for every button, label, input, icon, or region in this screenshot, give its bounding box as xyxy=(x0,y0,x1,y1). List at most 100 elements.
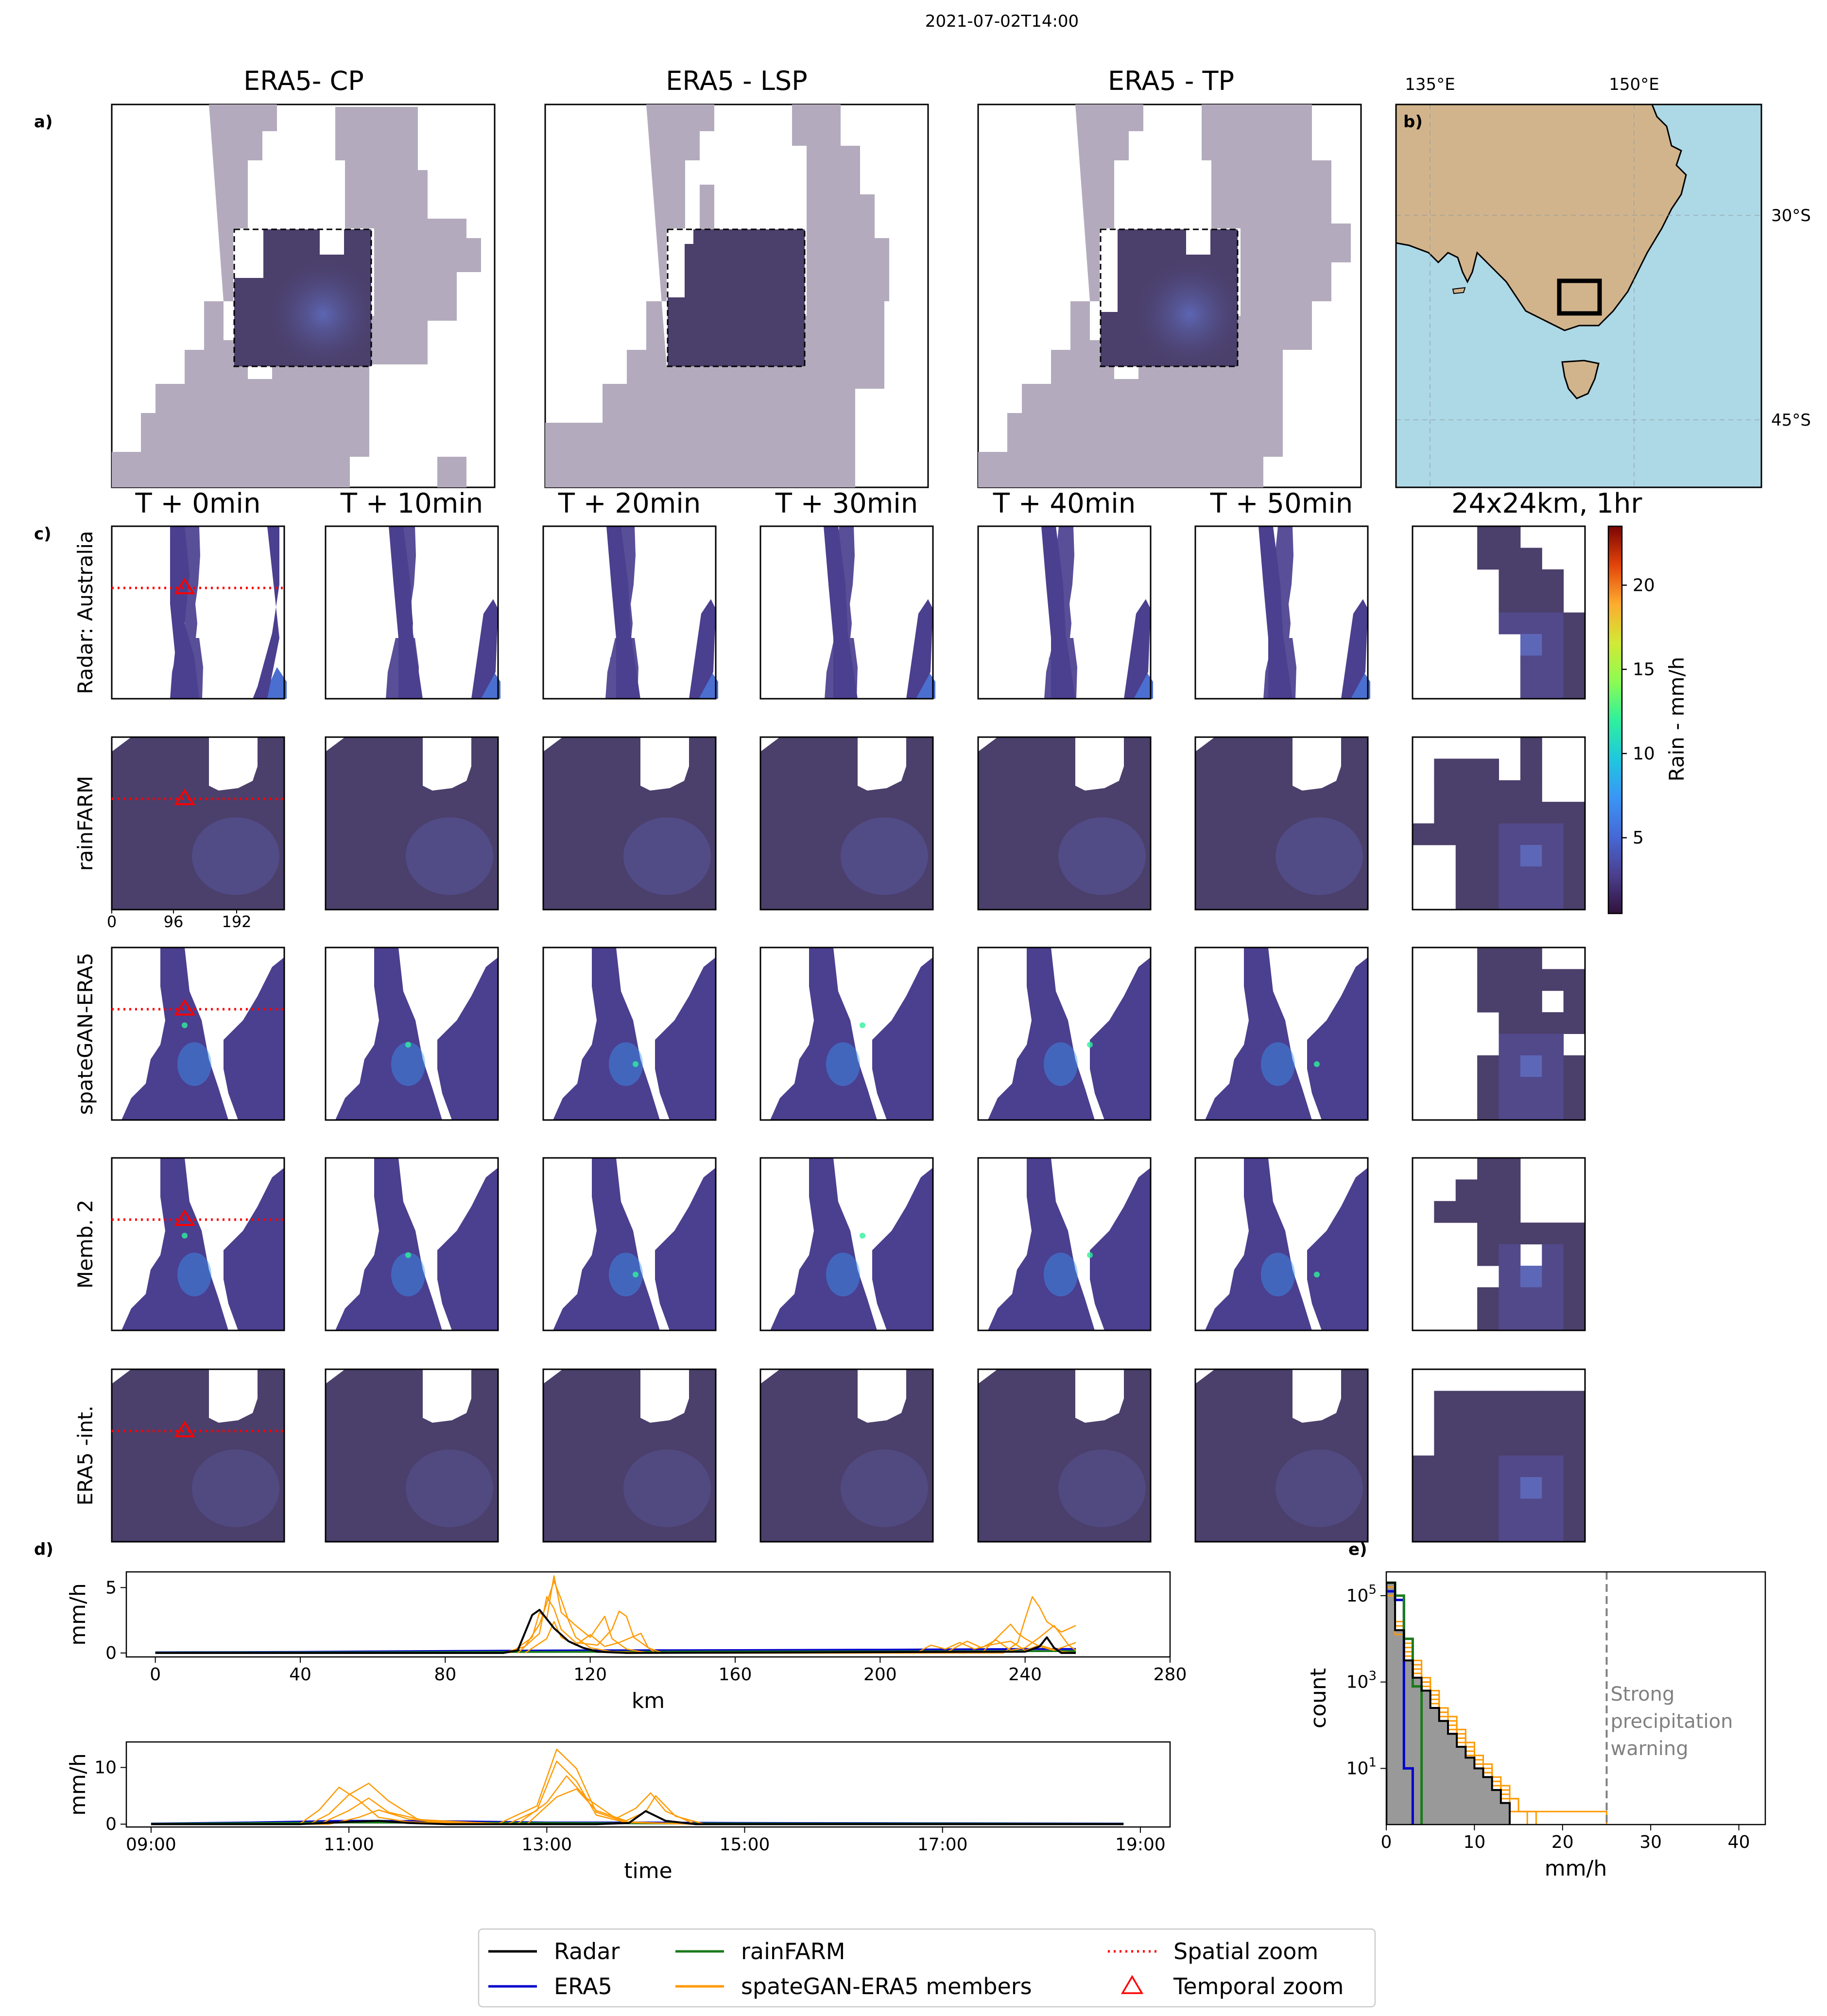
legend-label: ERA5 xyxy=(554,1973,612,1999)
zoom-region-rain xyxy=(668,229,805,366)
rain-core xyxy=(406,817,493,895)
small-map-frame xyxy=(1412,525,1586,700)
rain-core xyxy=(1058,1449,1146,1527)
zoom-pixel xyxy=(1520,737,1542,759)
panel-a-tp: ERA5 - TP xyxy=(977,66,1362,488)
zoom-pixel xyxy=(1542,802,1564,824)
zoom-gap xyxy=(1101,229,1118,312)
zoom-pixel xyxy=(1563,1287,1586,1310)
panel-a-title-cp: ERA5- CP xyxy=(243,66,364,96)
rain-cell-core xyxy=(391,1042,425,1086)
zoom-pixel xyxy=(1563,1477,1586,1499)
row-label: spateGAN-ERA5 xyxy=(73,953,97,1115)
rain-field-light xyxy=(545,104,889,487)
rain-core xyxy=(623,1449,711,1527)
zoom-pixel xyxy=(1563,866,1586,889)
zoom-pixel xyxy=(1455,802,1478,824)
small-map-frame xyxy=(325,1157,499,1331)
figure-title: 2021-07-02T14:00 xyxy=(925,12,1079,31)
zoom-pixel xyxy=(1499,866,1521,889)
zoom-pixel xyxy=(1542,677,1564,699)
rain-cell xyxy=(224,1168,284,1330)
small-map-frame xyxy=(111,525,285,700)
zoom-pixel xyxy=(1520,802,1542,824)
legend-label: Temporal zoom xyxy=(1173,1973,1344,1999)
zoom-pixel xyxy=(1520,969,1542,991)
zoom-gap xyxy=(685,229,693,244)
small-map-frame xyxy=(1412,947,1586,1121)
zoom-pixel xyxy=(1499,1077,1521,1099)
zoom-pixel xyxy=(1477,1244,1499,1266)
histogram-step xyxy=(1386,1590,1414,1825)
zoom-pixel xyxy=(1477,1391,1499,1413)
panel-c-grid: T + 0min T + 10min T + 20min T + 30min T + 4… xyxy=(73,488,1642,1543)
zoom-pixel xyxy=(1520,758,1542,781)
zoom-pixel xyxy=(1563,1223,1586,1244)
zoom-pixel xyxy=(1477,548,1499,570)
rain-cell-peak xyxy=(1314,1272,1320,1277)
small-map-frame xyxy=(759,1368,934,1543)
zoom-pixel xyxy=(1520,569,1542,591)
zoom-pixel xyxy=(1434,823,1456,845)
zoom-pixel xyxy=(1455,1455,1478,1478)
small-map-frame xyxy=(111,1157,285,1331)
small-map xyxy=(111,525,287,700)
xtick-label: 0 xyxy=(1381,1832,1392,1852)
colorbar-label: Rain - mm/h xyxy=(1665,657,1689,782)
zoom-pixel xyxy=(1520,1265,1542,1288)
zoom-gap xyxy=(1186,229,1210,255)
zoom-pixel xyxy=(1520,1520,1542,1542)
xtick-label: 13:00 xyxy=(521,1835,572,1855)
ytick-exponent: 3 xyxy=(1368,1669,1377,1684)
zoom-pixel xyxy=(1563,1012,1586,1034)
zoom-pixel xyxy=(1520,844,1542,867)
column-title: T + 40min xyxy=(993,488,1136,519)
zoom-pixel xyxy=(1542,1412,1564,1434)
rain-cell xyxy=(1090,1168,1151,1330)
histogram-fill xyxy=(1386,1583,1510,1825)
zoom-pixel xyxy=(1477,1309,1499,1331)
zoom-pixel xyxy=(1542,1309,1564,1331)
rain-streak xyxy=(606,526,640,699)
small-map xyxy=(325,525,500,700)
rain-cell xyxy=(872,957,933,1120)
zoom-pixel xyxy=(1499,1055,1521,1077)
zoom-pixel xyxy=(1542,844,1564,867)
zoom-pixel xyxy=(1499,548,1521,570)
rain-cell xyxy=(437,957,498,1120)
rain-cell-core xyxy=(609,1042,643,1086)
rain-streak xyxy=(906,599,933,699)
xtick-label: 40 xyxy=(1728,1832,1750,1852)
legend-label: spateGAN-ERA5 members xyxy=(741,1973,1032,1999)
rain-cell xyxy=(553,1158,660,1330)
map-frame xyxy=(1395,103,1762,488)
rain-cell-core xyxy=(826,1253,860,1296)
zoom-pixel xyxy=(1520,1034,1542,1056)
rain-streak xyxy=(1341,599,1368,699)
small-map xyxy=(111,1368,285,1543)
rain-core xyxy=(1275,817,1363,895)
small-map-frame xyxy=(111,947,285,1121)
zoom-pixel xyxy=(1455,1179,1478,1202)
zoom-pixel xyxy=(1499,990,1521,1013)
series-line xyxy=(151,1810,1124,1826)
xtick-label: 0 xyxy=(107,913,117,931)
zoom-pixel xyxy=(1542,1434,1564,1456)
rain-cell xyxy=(437,1168,498,1330)
zoom-pixel xyxy=(1434,1412,1456,1434)
zoom-pixel xyxy=(1455,1201,1478,1223)
zoom-pixel xyxy=(1477,823,1499,845)
zoom-pixel xyxy=(1477,866,1499,889)
zoom-pixel xyxy=(1563,823,1586,845)
zoom-pixel xyxy=(1542,1265,1564,1288)
zoom-pixel xyxy=(1413,1520,1434,1542)
histogram-step xyxy=(1386,1582,1511,1825)
zoom-pixel xyxy=(1520,780,1542,802)
small-map xyxy=(1412,1157,1586,1331)
zoom-pixel xyxy=(1520,655,1542,678)
small-map xyxy=(542,736,717,911)
panel-a-title-tp: ERA5 - TP xyxy=(1108,66,1234,96)
ytick-exponent: 5 xyxy=(1368,1583,1377,1597)
xtick-label: 240 xyxy=(1008,1665,1042,1685)
small-map-frame xyxy=(1412,1368,1586,1543)
